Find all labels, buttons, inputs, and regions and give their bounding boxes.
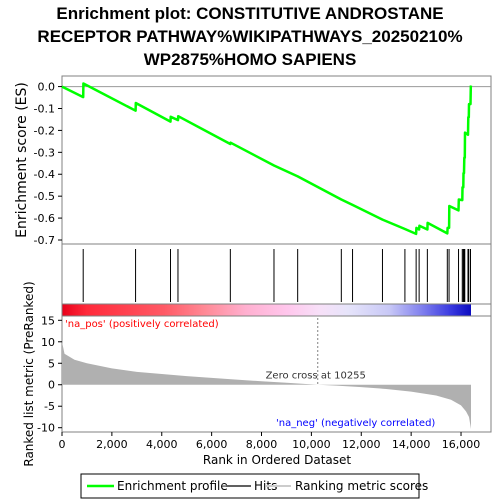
x-tick-label: 8,000 <box>246 438 278 451</box>
legend-hits-label: Hits <box>254 479 277 493</box>
es-y-tick-label: -0.6 <box>34 212 55 225</box>
legend-metric-label: Ranking metric scores <box>295 479 428 493</box>
es-y-tick-label: -0.2 <box>34 124 55 137</box>
es-panel-frame <box>61 75 492 245</box>
ranking-heatmap-bar <box>62 304 471 316</box>
x-tick-label: 12,000 <box>342 438 381 451</box>
metric-y-tick-label: -10 <box>37 422 55 435</box>
x-axis: 0 2,000 4,000 6,000 8,000 10,000 12,000 14,000 1… <box>59 432 481 451</box>
es-y-tick-label: -0.5 <box>34 190 55 203</box>
x-tick-label: 2,000 <box>96 438 128 451</box>
legend-enrichment-label: Enrichment profile <box>117 479 228 493</box>
negative-correlation-label: 'na_neg' (negatively correlated) <box>276 418 435 429</box>
zero-cross-label: Zero cross at 10255 <box>266 371 366 382</box>
metric-y-tick-label: -5 <box>44 400 55 413</box>
legend: Enrichment profile Hits Ranking metric s… <box>80 473 428 499</box>
x-tick-label: 6,000 <box>196 438 228 451</box>
metric-y-tick-label: 5 <box>48 357 55 370</box>
ranking-metric-area <box>62 341 471 429</box>
hits-panel-frame <box>61 243 492 305</box>
x-tick-label: 4,000 <box>146 438 178 451</box>
metric-y-tick-label: 10 <box>41 336 55 349</box>
metric-panel-frame <box>61 315 492 433</box>
x-tick-label: 10,000 <box>292 438 331 451</box>
metric-y-axis-label: Ranked list metric (PreRanked) <box>22 281 36 466</box>
x-tick-label: 0 <box>59 438 66 451</box>
es-y-axis: 0.0 -0.1 -0.2 -0.3 -0.4 -0.5 -0.6 -0.7 <box>34 81 62 247</box>
es-y-tick-label: 0.0 <box>38 81 56 94</box>
metric-y-tick-label: 0 <box>48 379 55 392</box>
es-y-tick-label: -0.1 <box>34 102 55 115</box>
chart-title-line-2: RECEPTOR PATHWAY%WIKIPATHWAYS_20250210% <box>37 27 462 46</box>
es-y-tick-label: -0.3 <box>34 146 55 159</box>
es-y-tick-label: -0.7 <box>34 234 55 247</box>
hits-group <box>82 249 472 302</box>
es-y-tick-label: -0.4 <box>34 168 55 181</box>
positive-correlation-label: 'na_pos' (positively correlated) <box>65 319 219 330</box>
x-tick-label: 16,000 <box>442 438 481 451</box>
x-tick-label: 14,000 <box>392 438 431 451</box>
x-axis-label: Rank in Ordered Dataset <box>203 453 351 467</box>
chart-title-line-3: WP2875%HOMO SAPIENS <box>144 50 357 69</box>
metric-y-axis: 15 10 5 0 -5 -10 <box>37 314 62 435</box>
chart-title-line-1: Enrichment plot: CONSTITUTIVE ANDROSTANE <box>56 4 443 23</box>
metric-y-tick-label: 15 <box>41 314 55 327</box>
es-y-axis-label: Enrichment score (ES) <box>14 82 30 238</box>
enrichment-profile-line <box>61 82 473 236</box>
